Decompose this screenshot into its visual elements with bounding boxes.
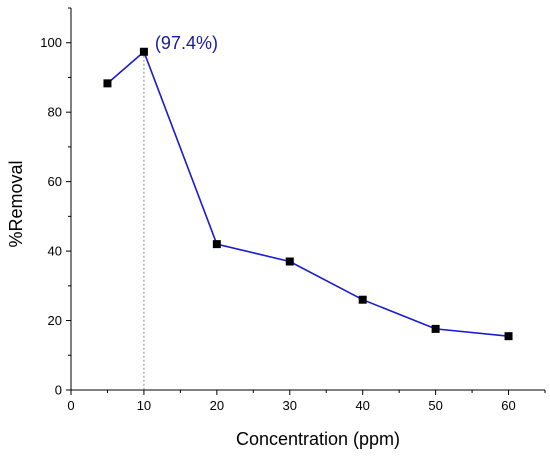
y-tick-label: 60 xyxy=(48,174,62,189)
series-group xyxy=(103,47,513,341)
x-tick-label: 40 xyxy=(355,398,369,413)
x-tick-label: 10 xyxy=(137,398,151,413)
data-point xyxy=(431,324,440,333)
labels-group: Concentration (ppm) %Removal (97.4%) xyxy=(6,33,400,449)
data-point xyxy=(103,79,112,88)
y-tick-label: 40 xyxy=(48,244,62,259)
data-point xyxy=(285,257,294,266)
x-tick-label: 30 xyxy=(283,398,297,413)
x-tick-label: 20 xyxy=(210,398,224,413)
data-point xyxy=(358,295,367,304)
peak-annotation: (97.4%) xyxy=(155,33,218,53)
y-tick-label: 20 xyxy=(48,313,62,328)
series-line xyxy=(106,50,509,337)
data-point xyxy=(504,332,513,341)
axes: 0 10 20 30 40 50 60 0 20 40 60 80 100 xyxy=(40,7,546,413)
x-tick-label: 60 xyxy=(501,398,515,413)
data-point xyxy=(139,47,148,56)
x-axis-title: Concentration (ppm) xyxy=(236,429,400,449)
y-axis-title: %Removal xyxy=(6,160,26,247)
y-tick-label: 80 xyxy=(48,105,62,120)
data-point xyxy=(212,240,221,249)
x-tick-label: 0 xyxy=(67,398,74,413)
y-tick-label: 0 xyxy=(55,383,62,398)
x-tick-label: 50 xyxy=(428,398,442,413)
y-tick-label: 100 xyxy=(40,35,62,50)
